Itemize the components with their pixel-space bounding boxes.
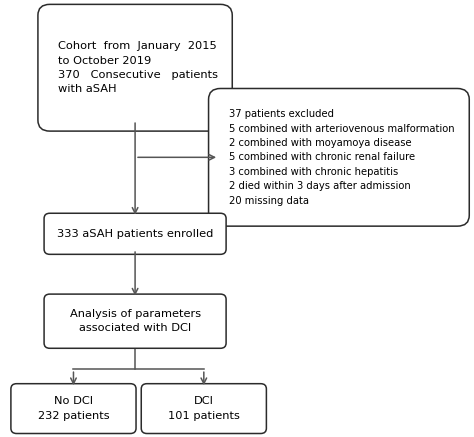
Text: Cohort  from  January  2015
to October 2019
370   Consecutive   patients
with aS: Cohort from January 2015 to October 2019… [58,41,219,94]
FancyBboxPatch shape [44,294,226,348]
FancyBboxPatch shape [209,88,469,226]
FancyBboxPatch shape [44,213,226,254]
FancyBboxPatch shape [38,4,232,131]
Text: No DCI
232 patients: No DCI 232 patients [37,396,109,421]
Text: 333 aSAH patients enrolled: 333 aSAH patients enrolled [57,229,213,239]
Text: Analysis of parameters
associated with DCI: Analysis of parameters associated with D… [70,309,201,333]
Text: 37 patients excluded
5 combined with arteriovenous malformation
2 combined with : 37 patients excluded 5 combined with art… [229,109,455,205]
Text: DCI
101 patients: DCI 101 patients [168,396,240,421]
FancyBboxPatch shape [11,384,136,434]
FancyBboxPatch shape [141,384,266,434]
